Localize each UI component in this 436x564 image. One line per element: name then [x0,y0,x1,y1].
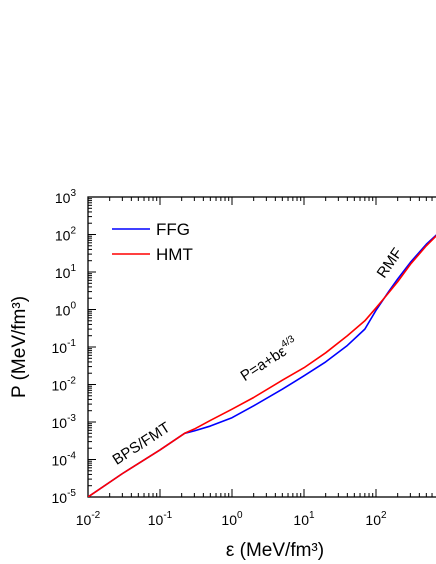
x-tick-label: 10-1 [148,510,173,528]
y-tick-label: 102 [55,226,77,244]
y-tick-label: 10-1 [52,338,77,356]
x-tick-label: 100 [221,510,243,528]
legend-label-hmt: HMT [156,245,193,264]
x-tick-label: 10-2 [76,510,101,528]
y-tick-label: 10-4 [52,451,77,469]
y-tick-label: 100 [55,301,77,319]
y-tick-label: 101 [55,263,77,281]
legend-label-ffg: FFG [156,220,190,239]
y-tick-label: 10-3 [52,413,77,431]
series-layer [88,234,436,497]
ticks-layer [87,196,433,498]
x-tick-label: 101 [293,510,315,528]
y-tick-label: 103 [55,188,77,206]
series-line-hmt [88,235,436,497]
annotation-power-law-base: P=a+bε [238,343,290,385]
y-tick-label: 10-5 [52,488,77,506]
x-tick-label: 102 [365,510,387,528]
y-axis-title: P (MeV/fm³) [9,296,30,398]
tick-labels-layer: 10-2 10-1 100 101 102 103 10-5 10-4 10-3 10-2 10-1… [52,188,387,528]
y-tick-label: 10-2 [52,376,77,394]
annotation-power-law: P=a+bε4/3 [237,333,302,384]
x-axis-title: ε (MeV/fm³) [226,540,324,561]
legend: FFG HMT [112,220,193,264]
